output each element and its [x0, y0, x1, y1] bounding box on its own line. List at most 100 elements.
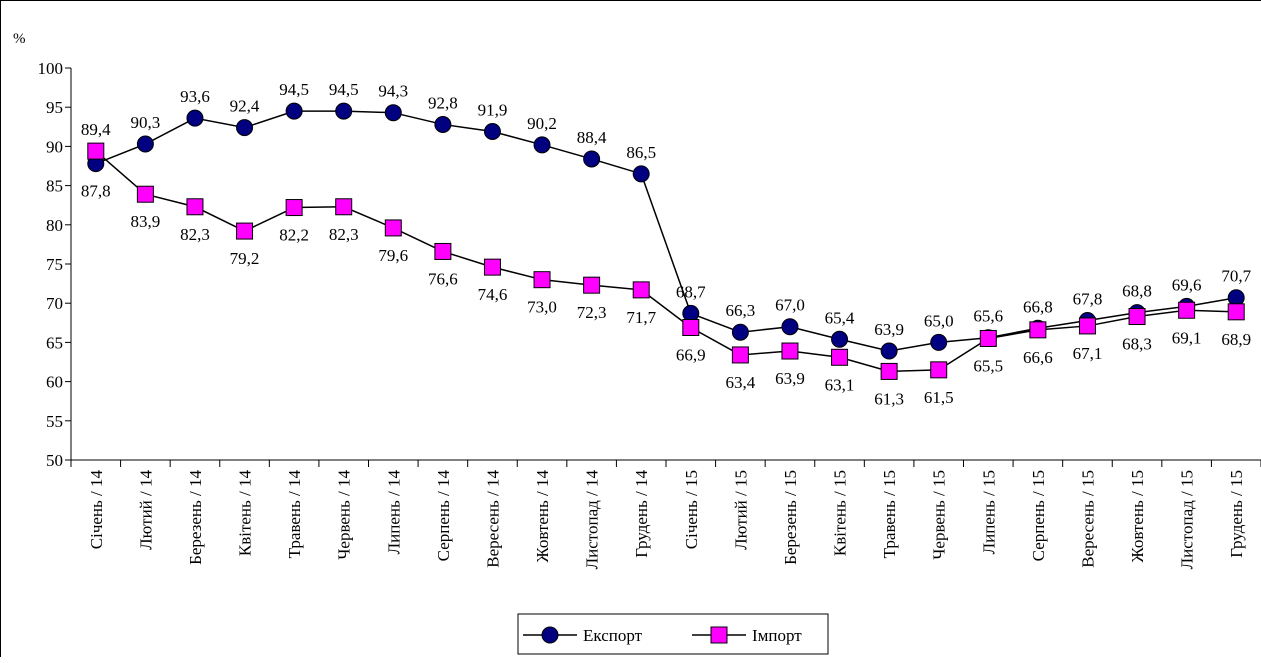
export-point — [831, 330, 849, 348]
import-data-label: 61,5 — [924, 388, 954, 407]
x-tick-label: Січень / 15 — [682, 470, 701, 549]
x-tick-label: Травень / 15 — [880, 470, 899, 558]
import-data-label: 69,1 — [1172, 328, 1202, 347]
export-point — [880, 342, 898, 360]
export-data-label: 65,4 — [825, 308, 855, 327]
y-tick-label: 50 — [46, 451, 63, 470]
import-data-label: 65,5 — [973, 356, 1003, 375]
x-tick-label: Жовтень / 15 — [1128, 470, 1147, 563]
y-tick-label: 95 — [46, 98, 63, 117]
export-data-label: 66,3 — [726, 301, 756, 320]
import-point — [186, 198, 204, 216]
import-data-label: 82,3 — [180, 225, 210, 244]
export-data-label: 94,3 — [378, 82, 408, 101]
import-data-label: 66,6 — [1023, 348, 1053, 367]
export-data-label: 67,0 — [775, 296, 805, 315]
x-tick-label: Квітень / 15 — [831, 470, 850, 556]
import-point — [731, 346, 749, 364]
import-data-label: 82,2 — [279, 226, 309, 245]
export-data-label: 94,5 — [329, 80, 359, 99]
y-tick-label: 65 — [46, 333, 63, 352]
export-data-label: 67,8 — [1073, 289, 1103, 308]
import-point — [533, 271, 551, 289]
import-data-label: 72,3 — [577, 303, 607, 322]
x-tick-label: Жовтень / 14 — [533, 470, 552, 563]
import-data-label: 89,4 — [81, 120, 111, 139]
y-tick-labels: 50 55 60 65 70 75 80 85 90 95 100 — [38, 59, 64, 470]
import-data-label: 79,6 — [378, 246, 408, 265]
x-tick-label: Травень / 14 — [285, 470, 304, 559]
export-point — [335, 102, 353, 120]
export-point — [781, 318, 799, 336]
y-axis-unit-label: % — [13, 31, 26, 47]
x-tick-label: Липень / 15 — [979, 470, 998, 554]
export-data-label: 93,6 — [180, 87, 210, 106]
export-point — [434, 115, 452, 133]
export-data-label: 88,4 — [577, 128, 607, 147]
export-point — [483, 123, 501, 141]
series-markers — [87, 102, 1245, 380]
x-tick-label: Листопад / 15 — [1178, 470, 1197, 569]
export-data-label: 68,8 — [1122, 282, 1152, 301]
import-data-label: 83,9 — [131, 212, 161, 231]
import-point — [483, 258, 501, 276]
export-point — [583, 150, 601, 168]
export-point — [1227, 289, 1245, 307]
x-tick-label: Вересень / 14 — [483, 470, 502, 568]
x-tick-label: Листопад / 14 — [583, 470, 602, 570]
x-tick-label: Вересень / 15 — [1078, 470, 1097, 568]
import-point — [1078, 317, 1096, 335]
import-data-label: 82,3 — [329, 225, 359, 244]
x-tick-label: Січень / 14 — [87, 470, 106, 550]
x-tick-label: Грудень / 15 — [1227, 470, 1246, 558]
import-point — [632, 281, 650, 299]
x-tick-label: Березень / 15 — [781, 470, 800, 565]
series-line-export — [95, 110, 1237, 352]
x-tick-label: Червень / 14 — [335, 470, 354, 560]
y-tick-label: 75 — [46, 255, 63, 274]
import-point — [1128, 308, 1146, 326]
import-data-label: 74,6 — [478, 285, 508, 304]
import-data-label: 71,7 — [626, 308, 656, 327]
x-tick-label: Серпень / 15 — [1029, 470, 1048, 561]
export-point — [682, 304, 700, 322]
import-point — [87, 142, 105, 160]
export-data-label: 92,4 — [230, 97, 260, 116]
y-tick-label: 80 — [46, 216, 63, 235]
import-point — [236, 222, 254, 240]
import-point — [434, 242, 452, 260]
export-point — [236, 119, 254, 137]
x-tick-label: Лютий / 14 — [136, 470, 155, 550]
export-point — [533, 136, 551, 154]
legend-import-marker — [710, 626, 728, 644]
export-data-label: 91,9 — [478, 101, 508, 120]
x-tick-label: Березень / 14 — [186, 470, 205, 565]
series-lines — [95, 110, 1237, 373]
y-tick-label: 90 — [46, 137, 63, 156]
export-data-label: 86,5 — [626, 143, 656, 162]
x-tick-labels: Січень / 14 Лютий / 14 Березень / 14 Квітен… — [87, 470, 1246, 570]
x-tick-label: Серпень / 14 — [434, 470, 453, 562]
legend-box — [517, 613, 829, 655]
export-data-label: 63,9 — [874, 320, 904, 339]
export-data-label: 94,5 — [279, 80, 309, 99]
import-point — [979, 329, 997, 347]
import-point — [1227, 303, 1245, 321]
y-tick-label: 100 — [38, 59, 64, 78]
y-tick-label: 70 — [46, 294, 63, 313]
import-data-label: 67,1 — [1073, 344, 1103, 363]
export-point — [285, 102, 303, 120]
export-data-label: 87,8 — [81, 182, 111, 201]
import-point — [831, 348, 849, 366]
export-point — [632, 165, 650, 183]
export-data-label: 68,7 — [676, 282, 706, 301]
legend: Експорт Імпорт — [517, 613, 829, 655]
import-point — [1029, 321, 1047, 339]
export-data-label: 90,3 — [131, 113, 161, 132]
import-data-label: 63,9 — [775, 369, 805, 388]
import-data-label: 66,9 — [676, 346, 706, 365]
import-point — [136, 185, 154, 203]
export-point — [731, 323, 749, 341]
export-point — [186, 109, 204, 127]
